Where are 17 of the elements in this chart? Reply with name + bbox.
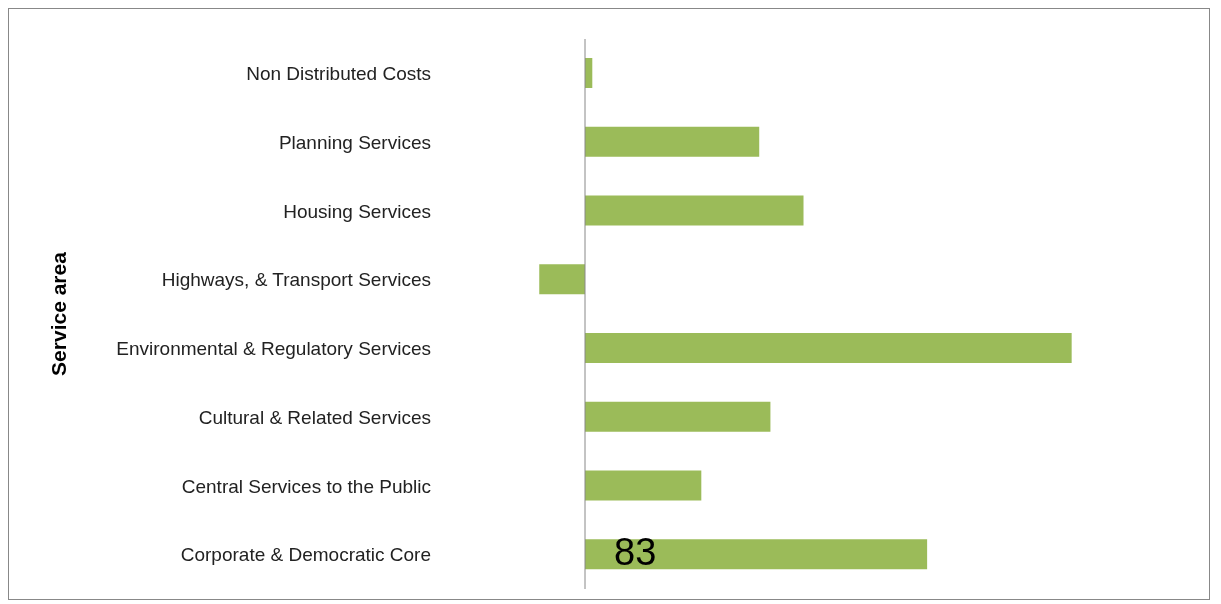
y-axis-title: Service area bbox=[47, 251, 71, 376]
y-tick-label: Cultural & Related Services bbox=[198, 406, 431, 428]
y-tick-label: Planning Services bbox=[278, 131, 431, 153]
y-tick-label: Environmental & Regulatory Services bbox=[116, 338, 431, 360]
bar bbox=[585, 401, 771, 432]
y-tick-label: Highways, & Transport Services bbox=[161, 269, 431, 291]
y-tick-label: Housing Services bbox=[283, 200, 431, 222]
bar bbox=[585, 470, 702, 501]
bar bbox=[585, 195, 804, 226]
y-tick-label: Central Services to the Public bbox=[181, 475, 431, 497]
bar bbox=[585, 126, 760, 157]
bar bbox=[585, 333, 1072, 363]
annotation: 83 bbox=[614, 531, 657, 574]
y-tick-label: Corporate & Democratic Core bbox=[180, 544, 431, 566]
y-tick-label: Non Distributed Costs bbox=[246, 63, 431, 85]
bar bbox=[585, 539, 928, 570]
bar bbox=[539, 264, 585, 295]
